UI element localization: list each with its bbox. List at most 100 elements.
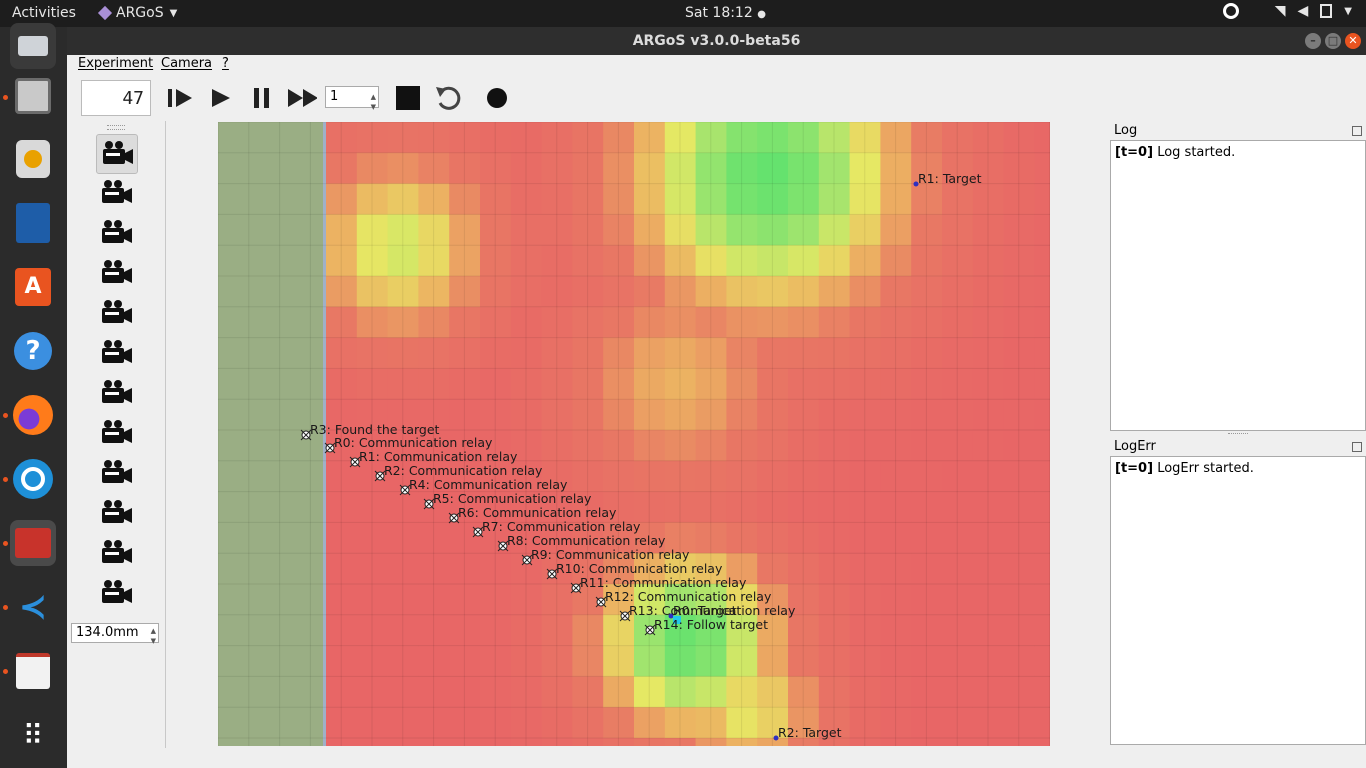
menu-experiment[interactable]: Experiment	[78, 56, 154, 71]
show-applications-icon[interactable]: ⠿	[22, 719, 44, 752]
heatmap-cell	[634, 738, 666, 746]
camera-5-button[interactable]	[96, 294, 136, 332]
spin-down-icon[interactable]: ▼	[150, 637, 156, 645]
heatmap-cell	[541, 645, 573, 677]
help-icon[interactable]: ?	[10, 328, 56, 374]
robot-marker[interactable]	[619, 610, 631, 622]
pause-button[interactable]	[247, 83, 277, 113]
video-camera-icon	[102, 340, 132, 363]
heatmap-cell	[387, 491, 419, 523]
camera-6-button[interactable]	[96, 334, 136, 372]
power-indicator-icon[interactable]	[1222, 3, 1239, 19]
log-text-area[interactable]: [t=0] Log started.	[1110, 140, 1366, 431]
software-center-icon[interactable]: A	[10, 264, 56, 310]
time-tracker-icon[interactable]	[10, 456, 56, 502]
camera-11-button[interactable]	[96, 534, 136, 572]
robot-marker[interactable]	[399, 484, 411, 496]
robot-marker[interactable]	[595, 596, 607, 608]
focal-length-spinbox[interactable]: 134.0mm ▲ ▼	[71, 623, 159, 645]
logerr-text-area[interactable]: [t=0] LogErr started.	[1110, 456, 1366, 745]
step-button[interactable]	[165, 83, 195, 113]
argos-app-icon[interactable]	[10, 520, 56, 566]
app-menu[interactable]: ARGoS ▼	[97, 5, 177, 21]
menu-camera[interactable]: Camera	[161, 56, 213, 71]
system-tray[interactable]: ◥ ◀ ▼	[1222, 3, 1352, 19]
robot-marker[interactable]	[324, 442, 336, 454]
robot-marker[interactable]	[570, 582, 582, 594]
heatmap-cell	[326, 122, 358, 154]
clock[interactable]: Sat 18:12 ●	[685, 5, 766, 21]
heatmap-cell	[911, 122, 943, 154]
heatmap-cell	[480, 306, 512, 339]
robot-marker[interactable]	[497, 540, 509, 552]
heatmap-cell	[757, 122, 789, 154]
robot-marker[interactable]	[374, 470, 386, 482]
heatmap-cell	[972, 553, 1005, 585]
camera-9-button[interactable]	[96, 454, 136, 492]
record-button[interactable]	[482, 83, 512, 113]
robot-marker[interactable]	[644, 624, 656, 636]
robot-marker[interactable]	[423, 498, 435, 510]
heatmap-cell	[418, 738, 450, 746]
heatmap-cell	[849, 738, 881, 746]
notification-dot-icon: ●	[757, 9, 766, 20]
spin-down-icon[interactable]: ▼	[370, 103, 376, 111]
maximize-button[interactable]: □	[1325, 33, 1341, 49]
files-icon[interactable]	[10, 73, 56, 119]
undock-icon[interactable]	[1352, 126, 1362, 136]
camera-2-button[interactable]	[96, 174, 136, 212]
heatmap-cell	[818, 645, 851, 677]
heatmap-cell	[541, 522, 573, 554]
text-editor-icon[interactable]	[10, 648, 56, 694]
heatmap-cell	[541, 276, 573, 308]
minimize-button[interactable]: –	[1305, 33, 1321, 49]
robot-marker[interactable]	[349, 456, 361, 468]
camera-3-button[interactable]	[96, 214, 136, 252]
heatmap-cell	[1034, 122, 1050, 154]
close-button[interactable]: ✕	[1345, 33, 1361, 49]
fast-forward-button[interactable]	[287, 83, 317, 113]
menu-help[interactable]: ?	[222, 56, 229, 71]
camera-4-button[interactable]	[96, 254, 136, 292]
heatmap-cell	[634, 245, 666, 277]
simulation-arena[interactable]: R1: Target R3: Found the target R0: Commun…	[218, 122, 1050, 746]
camera-8-button[interactable]	[96, 414, 136, 452]
logerr-dock: LogErr [t=0] LogErr started.	[1110, 438, 1366, 746]
terminate-button[interactable]	[393, 83, 423, 113]
camera-12-button[interactable]	[96, 574, 136, 612]
heatmap-cell	[726, 584, 758, 616]
reset-button[interactable]	[433, 83, 463, 113]
undock-icon[interactable]	[1352, 442, 1362, 452]
activities-button[interactable]: Activities	[12, 5, 76, 21]
argos-app-icon	[97, 5, 113, 21]
robot-marker[interactable]	[472, 526, 484, 538]
step-size-spinbox[interactable]: 1 ▲ ▼	[325, 86, 379, 111]
vscode-icon[interactable]: ≺	[18, 587, 48, 627]
spin-up-icon[interactable]: ▲	[150, 627, 156, 635]
heatmap-cell	[911, 460, 943, 493]
camera-7-button[interactable]	[96, 374, 136, 412]
robot-marker[interactable]	[521, 554, 533, 566]
panel-grip[interactable]	[107, 125, 125, 130]
spin-up-icon[interactable]: ▲	[370, 93, 376, 101]
mail-icon[interactable]	[10, 23, 56, 69]
robot-marker[interactable]	[448, 512, 460, 524]
writer-document-icon[interactable]	[10, 200, 56, 246]
heatmap-cell	[911, 245, 943, 277]
camera-10-button[interactable]	[96, 494, 136, 532]
camera-1-button[interactable]	[96, 134, 138, 174]
video-camera-icon	[102, 540, 132, 563]
robot-label: R1: Target	[918, 171, 982, 186]
heatmap-cell	[387, 584, 419, 616]
robot-marker[interactable]	[546, 568, 558, 580]
heatmap-cell	[634, 214, 666, 246]
robot-marker[interactable]	[300, 429, 312, 441]
dock-splitter[interactable]	[1228, 433, 1248, 437]
heatmap-cell	[1003, 553, 1035, 585]
rhythmbox-icon[interactable]	[10, 136, 56, 182]
robot-label: R0: Target	[673, 603, 737, 618]
video-camera-icon	[102, 220, 132, 243]
heatmap-cell	[634, 676, 666, 708]
play-button[interactable]	[205, 83, 235, 113]
firefox-icon[interactable]	[10, 392, 56, 438]
